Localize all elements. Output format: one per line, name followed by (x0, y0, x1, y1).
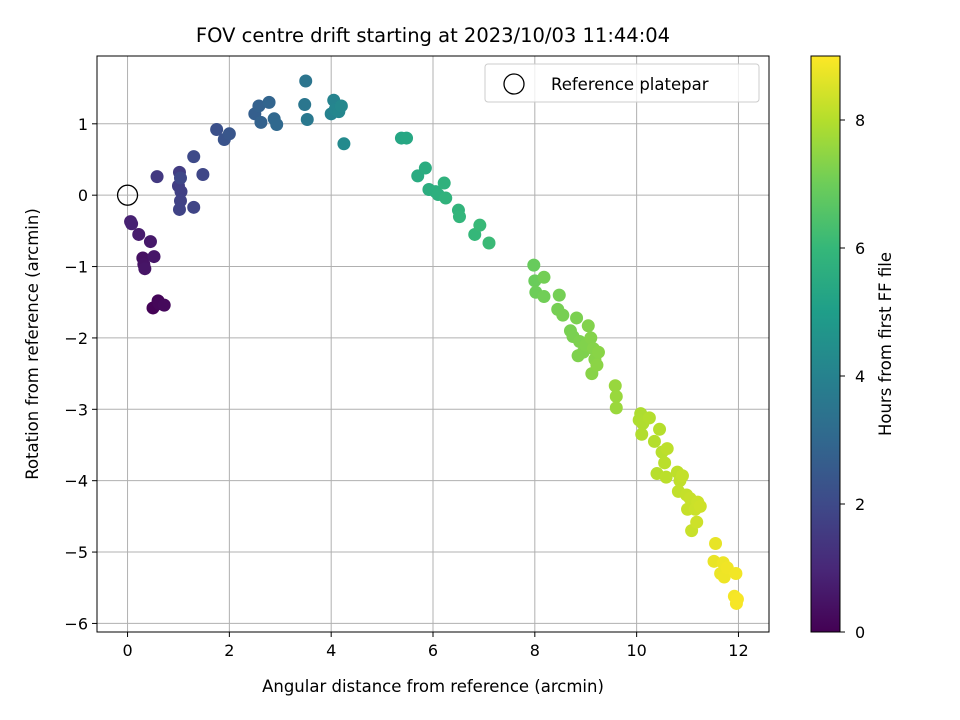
data-point (642, 411, 656, 425)
data-point (452, 210, 466, 224)
colorbar-tick-label: 6 (855, 239, 865, 258)
reference-platepar-marker (116, 184, 139, 206)
colorbar-tick-label: 2 (855, 495, 865, 514)
data-point (300, 113, 314, 127)
data-point (693, 499, 707, 513)
x-tick-label: 12 (728, 641, 748, 660)
data-point (730, 592, 744, 606)
y-tick-label: −6 (64, 614, 88, 633)
data-point (608, 379, 622, 393)
data-points (124, 74, 744, 610)
data-point (584, 331, 598, 345)
data-point (690, 515, 704, 529)
y-tick-label: 1 (78, 115, 88, 134)
data-point (299, 74, 313, 88)
data-point (570, 311, 584, 325)
colorbar-label: Hours from first FF file (876, 252, 895, 436)
data-point (709, 536, 723, 550)
data-point (337, 137, 351, 151)
data-point (590, 358, 604, 372)
data-point (437, 176, 451, 190)
colorbar-tick-label: 8 (855, 111, 865, 130)
colorbar-tick-label: 0 (855, 623, 865, 642)
y-tick-label: −4 (64, 472, 88, 491)
x-axis: 0 2 4 6 8 10 12 (122, 632, 749, 660)
data-point (150, 170, 164, 184)
data-point (609, 401, 623, 415)
data-point (157, 298, 171, 312)
data-point (556, 308, 570, 322)
data-point (143, 235, 157, 249)
data-point (210, 123, 224, 137)
data-point (581, 319, 595, 333)
y-tick-label: −1 (64, 258, 88, 277)
data-point (653, 422, 667, 436)
legend-reference-marker (503, 73, 525, 95)
data-point (252, 99, 266, 113)
data-point (527, 258, 541, 272)
x-tick-label: 4 (326, 641, 336, 660)
data-point (125, 217, 139, 231)
data-point (254, 115, 268, 129)
data-point (132, 227, 146, 241)
data-point (196, 167, 210, 181)
data-point (400, 131, 414, 145)
x-tick-label: 8 (530, 641, 540, 660)
data-point (635, 427, 649, 441)
data-point (482, 236, 496, 250)
data-point (647, 434, 661, 448)
colorbar-tick-label: 4 (855, 367, 865, 386)
data-point (147, 250, 161, 264)
data-point (609, 389, 623, 403)
data-point (537, 290, 551, 304)
x-tick-label: 6 (428, 641, 438, 660)
x-tick-label: 10 (626, 641, 646, 660)
chart-title: FOV centre drift starting at 2023/10/03 … (196, 24, 670, 47)
x-tick-label: 0 (122, 641, 132, 660)
data-point (729, 566, 743, 580)
colorbar-ticks: 0 2 4 6 8 (840, 111, 865, 642)
data-point (418, 161, 432, 175)
data-point (675, 469, 689, 483)
y-axis: −6 −5 −4 −3 −2 −1 0 1 (64, 115, 97, 633)
data-point (334, 99, 348, 113)
legend-label: Reference platepar (551, 75, 709, 94)
x-tick-label: 2 (224, 641, 234, 660)
data-point (262, 95, 276, 109)
data-point (172, 202, 186, 216)
x-axis-label: Angular distance from reference (arcmin) (262, 677, 604, 696)
data-point (222, 127, 236, 141)
data-point (659, 470, 673, 484)
y-tick-label: 0 (78, 186, 88, 205)
colorbar (810, 55, 841, 633)
data-point (660, 442, 674, 456)
data-point (537, 270, 551, 284)
data-point (439, 191, 453, 205)
data-point (187, 200, 201, 214)
y-tick-label: −3 (64, 400, 88, 419)
y-tick-label: −5 (64, 543, 88, 562)
data-point (138, 262, 152, 276)
legend-box (484, 63, 760, 103)
y-axis-label: Rotation from reference (arcmin) (23, 208, 42, 480)
data-point (552, 288, 566, 302)
legend: Reference platepar (484, 63, 760, 103)
data-point (298, 98, 312, 112)
data-point (187, 150, 201, 164)
data-point (473, 218, 487, 232)
data-point (173, 171, 187, 185)
y-tick-label: −2 (64, 329, 88, 348)
data-point (591, 345, 605, 359)
data-point (658, 456, 672, 470)
data-point (270, 118, 284, 132)
data-point (174, 185, 188, 199)
